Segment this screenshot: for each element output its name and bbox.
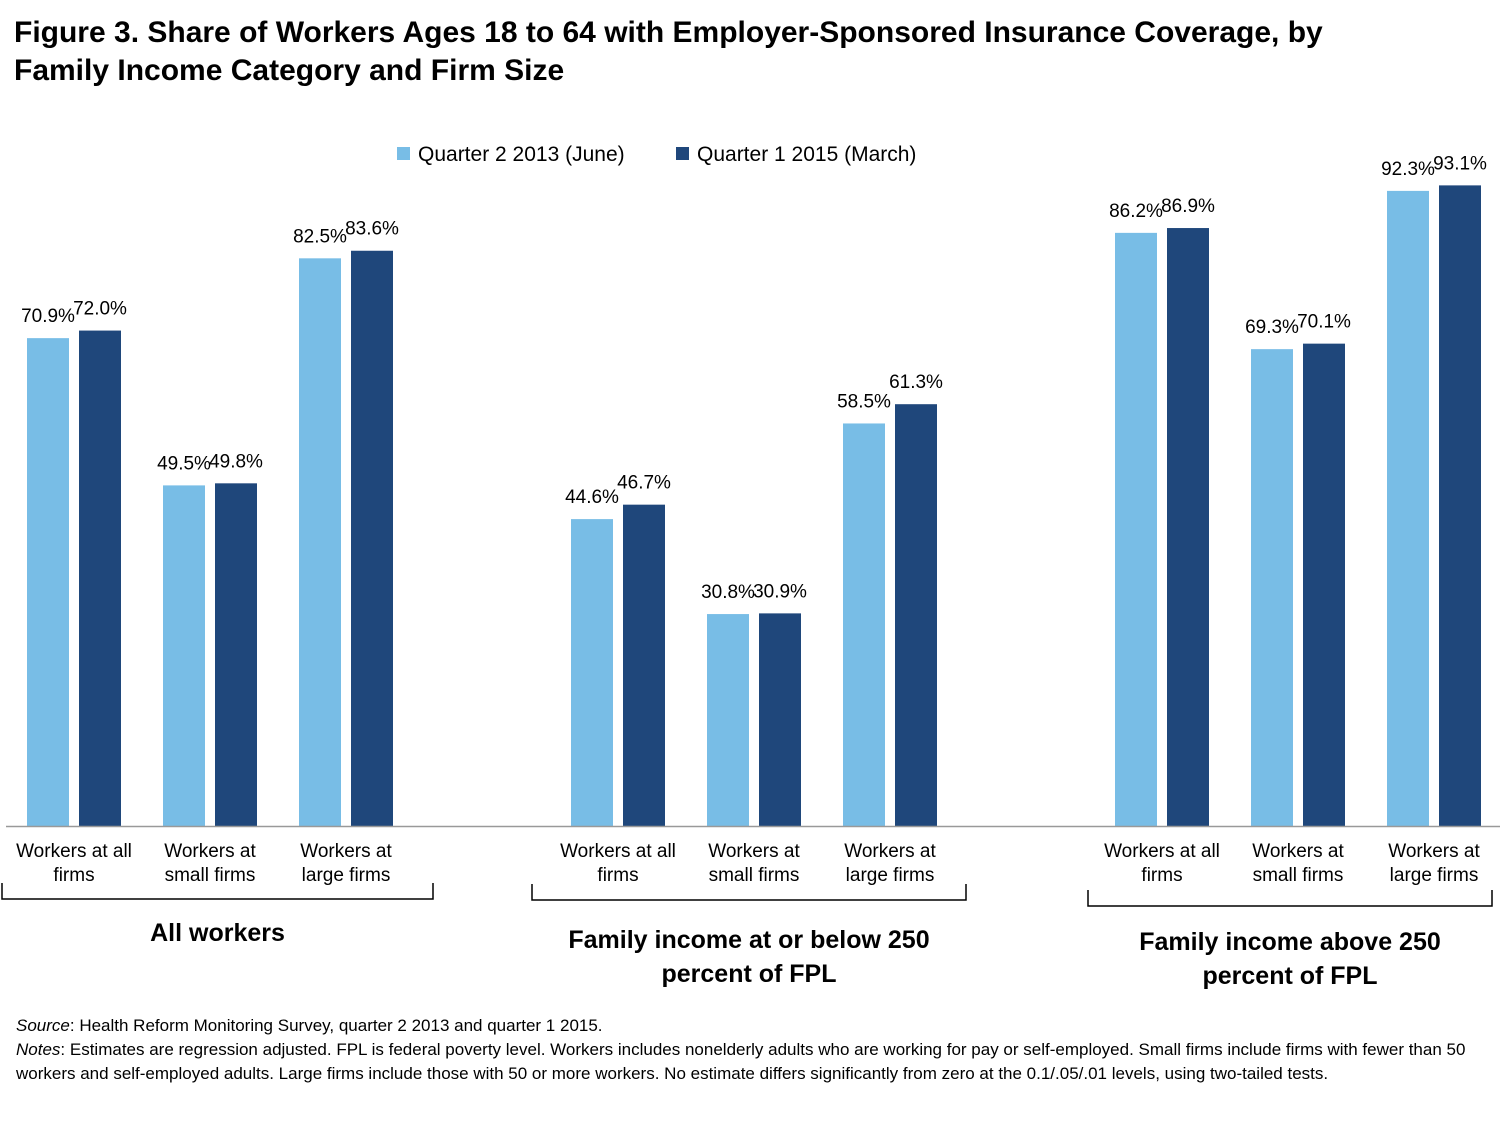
data-label-g2-c3-s2: 61.3% (889, 372, 943, 393)
bar-g3-c1-s2 (1167, 228, 1209, 826)
category-label-g1-c1: Workers at all (16, 841, 132, 862)
data-label-g1-c2-s1: 49.5% (157, 453, 211, 474)
data-label-g3-c1-s1: 86.2% (1109, 201, 1163, 222)
bar-g1-c3-s2 (351, 250, 393, 826)
category-label-g3-c2: Workers at (1252, 841, 1344, 862)
notes-label: Notes (16, 1040, 61, 1059)
bar-g1-c2-s1 (163, 485, 205, 826)
category-label-g1-c3: large firms (302, 865, 391, 886)
bar-g3-c3-s2 (1439, 185, 1481, 826)
chart-title-line-2: Family Income Category and Firm Size (14, 54, 565, 87)
category-label-g3-c3: large firms (1390, 865, 1479, 886)
bar-g2-c2-s2 (759, 613, 801, 826)
legend-swatch-series-2 (676, 147, 689, 160)
bar-g2-c1-s1 (571, 519, 613, 826)
bar-g1-c1-s1 (27, 338, 69, 826)
bar-g2-c1-s2 (623, 504, 665, 826)
notes: Notes: Estimates are regression adjusted… (16, 1038, 1486, 1086)
category-label-g2-c2: small firms (709, 865, 800, 886)
source-text: : Health Reform Monitoring Survey, quart… (69, 1016, 603, 1035)
notes-text: : Estimates are regression adjusted. FPL… (16, 1040, 1466, 1083)
data-label-g2-c1-s1: 44.6% (565, 487, 619, 508)
data-label-g1-c1-s2: 72.0% (73, 299, 127, 320)
category-label-g2-c3: large firms (846, 865, 935, 886)
data-label-g3-c2-s2: 70.1% (1297, 312, 1351, 333)
data-label-g3-c2-s1: 69.3% (1245, 317, 1299, 338)
group-bracket-3 (1087, 890, 1493, 907)
group-label-1: All workers (150, 919, 285, 947)
legend-label-series-2: Quarter 1 2015 (March) (697, 143, 916, 166)
group-label-3: Family income above 250 (1139, 928, 1441, 956)
data-label-g3-c1-s2: 86.9% (1161, 196, 1215, 217)
category-labels: Workers at all firms Workers at small firms… (16, 841, 1480, 886)
chart-title: Figure 3. Share of Workers Ages 18 to 64… (14, 14, 1484, 90)
bar-g2-c3-s2 (895, 404, 937, 826)
group-bracket-1 (1, 883, 434, 900)
category-label-g2-c1: firms (597, 865, 638, 886)
data-label-g2-c3-s1: 58.5% (837, 391, 891, 412)
chart-title-line-1: Figure 3. Share of Workers Ages 18 to 64… (14, 16, 1323, 49)
category-label-g1-c2: small firms (165, 865, 256, 886)
bar-g1-c2-s2 (215, 483, 257, 826)
legend-label-series-1: Quarter 2 2013 (June) (418, 143, 625, 166)
value-labels: 70.9%72.0% 49.5%49.8% 82.5%83.6% 44.6%46.7%… (21, 153, 1487, 603)
data-label-g1-c2-s2: 49.8% (209, 451, 263, 472)
category-label-g3-c1: Workers at all (1104, 841, 1220, 862)
bar-g3-c2-s2 (1303, 343, 1345, 826)
bar-g1-c1-s2 (79, 330, 121, 826)
group-label-3: percent of FPL (1202, 962, 1377, 990)
group-label-2: Family income at or below 250 (568, 926, 929, 954)
bar-g3-c1-s1 (1115, 232, 1157, 827)
category-label-g3-c2: small firms (1253, 865, 1344, 886)
data-label-g1-c3-s1: 82.5% (293, 226, 347, 247)
legend: Quarter 2 2013 (June) Quarter 1 2015 (Mar… (397, 143, 916, 166)
group-bracket-2 (531, 884, 967, 901)
category-label-g3-c3: Workers at (1388, 841, 1480, 862)
source-note: Source: Health Reform Monitoring Survey,… (16, 1014, 1486, 1038)
group-labels: All workers Family income at or below 250… (150, 919, 1441, 990)
category-label-g2-c1: Workers at all (560, 841, 676, 862)
category-label-g3-c1: firms (1141, 865, 1182, 886)
source-label: Source (16, 1016, 70, 1035)
category-label-g1-c2: Workers at (164, 841, 256, 862)
data-label-g1-c1-s1: 70.9% (21, 306, 75, 327)
category-label-g2-c2: Workers at (708, 841, 800, 862)
group-label-2: percent of FPL (661, 960, 836, 988)
bars (27, 185, 1481, 827)
data-label-g2-c2-s2: 30.9% (753, 581, 807, 602)
category-label-g1-c1: firms (53, 865, 94, 886)
bar-g3-c3-s1 (1387, 190, 1429, 827)
legend-swatch-series-1 (397, 147, 410, 160)
data-label-g3-c3-s1: 92.3% (1381, 159, 1435, 180)
data-label-g2-c1-s2: 46.7% (617, 473, 671, 494)
bar-g2-c3-s1 (843, 423, 885, 826)
data-label-g3-c3-s2: 93.1% (1433, 153, 1487, 174)
group-brackets (1, 883, 1493, 907)
category-label-g1-c3: Workers at (300, 841, 392, 862)
bar-chart: Quarter 2 2013 (June) Quarter 1 2015 (Mar… (1, 143, 1500, 990)
category-label-g2-c3: Workers at (844, 841, 936, 862)
data-label-g1-c3-s2: 83.6% (345, 219, 399, 240)
bar-g1-c3-s1 (299, 258, 341, 826)
chart-footer: Source: Health Reform Monitoring Survey,… (16, 1014, 1486, 1086)
data-label-g2-c2-s1: 30.8% (701, 582, 755, 603)
bar-g2-c2-s1 (707, 614, 749, 826)
bar-g3-c2-s1 (1251, 349, 1293, 826)
